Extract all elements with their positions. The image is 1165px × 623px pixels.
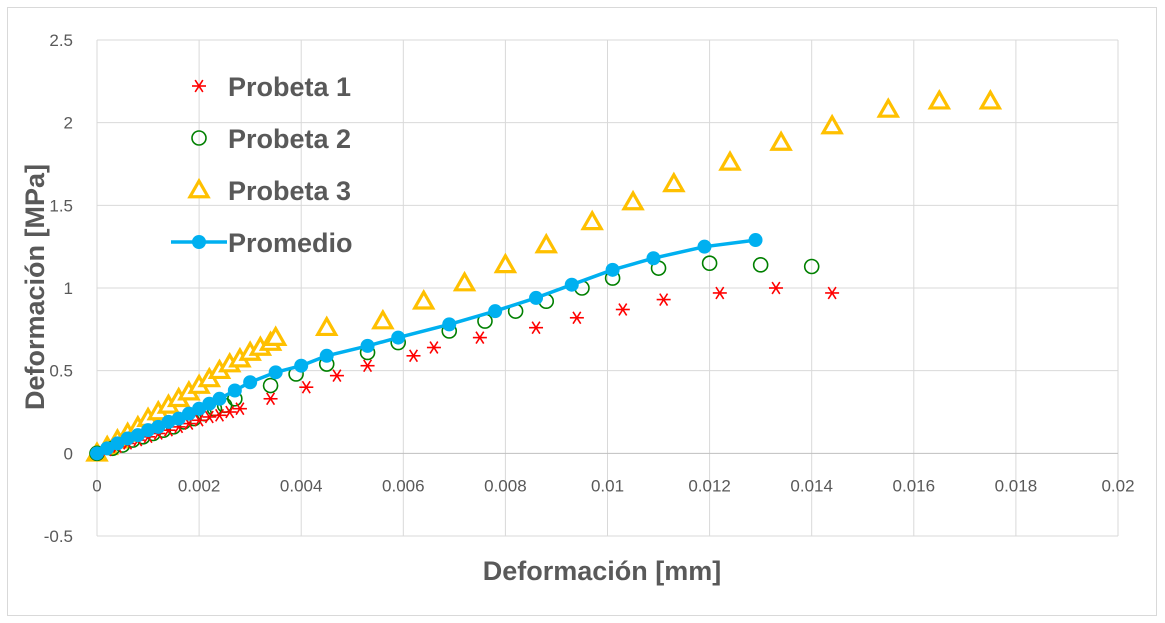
data-point xyxy=(580,209,604,231)
data-point xyxy=(472,331,487,344)
data-point xyxy=(768,281,783,295)
data-point xyxy=(243,375,258,390)
x-tick-labels: 0 0.002 0.004 0.006 0.008 0.01 0.012 0.014 0.016… xyxy=(92,476,1134,495)
data-point xyxy=(752,257,769,273)
data-point xyxy=(294,358,309,373)
legend-label: Promedio xyxy=(228,228,353,258)
x-tick-label: 0.014 xyxy=(790,476,833,495)
data-point xyxy=(646,251,661,266)
data-point xyxy=(406,349,421,363)
x-tick-label: 0.01 xyxy=(591,476,624,495)
chart-frame xyxy=(7,7,1157,616)
data-point xyxy=(697,239,712,254)
x-tick-label: 0.008 xyxy=(484,476,527,495)
data-point xyxy=(701,255,718,272)
data-point xyxy=(268,365,283,380)
legend-item-probeta-3: Probeta 3 xyxy=(187,176,351,206)
series-promedio xyxy=(90,233,763,461)
data-point xyxy=(227,383,242,398)
data-point xyxy=(232,402,247,416)
data-point xyxy=(192,413,207,427)
data-point xyxy=(876,97,901,118)
data-point xyxy=(605,262,620,277)
data-point xyxy=(360,338,375,353)
x-tick-label: 0.004 xyxy=(280,476,323,495)
data-point xyxy=(718,150,742,171)
y-tick-labels: -0.5 0 0.5 1 1.5 2 2.5 xyxy=(44,31,73,546)
y-tick-label: 0.5 xyxy=(49,362,73,381)
legend-label: Probeta 1 xyxy=(228,72,351,102)
data-point xyxy=(656,293,671,306)
data-point xyxy=(569,311,584,325)
data-point xyxy=(493,252,518,274)
data-point xyxy=(222,405,237,419)
data-point xyxy=(615,303,630,316)
legend-item-promedio: Promedio xyxy=(171,228,353,258)
data-point xyxy=(825,286,840,300)
data-point xyxy=(978,88,1003,110)
data-point xyxy=(202,410,217,424)
data-point xyxy=(564,277,579,292)
data-point xyxy=(360,359,375,373)
data-point xyxy=(748,233,763,248)
legend-label: Probeta 2 xyxy=(228,124,351,154)
data-point xyxy=(319,348,334,363)
data-point xyxy=(262,377,279,394)
x-tick-label: 0 xyxy=(92,476,101,495)
data-point xyxy=(263,392,278,406)
x-tick-label: 0.012 xyxy=(688,476,731,495)
data-point xyxy=(488,304,503,319)
x-axis-title: Deformación [mm] xyxy=(483,556,722,586)
data-point xyxy=(411,289,436,310)
data-point xyxy=(299,380,314,394)
legend-label: Probeta 3 xyxy=(228,176,351,206)
y-tick-label: 0 xyxy=(64,444,73,463)
y-tick-label: 2 xyxy=(64,114,73,133)
data-point xyxy=(927,88,952,110)
legend-item-probeta-1: Probeta 1 xyxy=(192,72,351,102)
legend-item-probeta-2: Probeta 2 xyxy=(191,124,351,154)
data-point xyxy=(314,315,339,337)
y-tick-label: 1.5 xyxy=(49,196,73,215)
data-point xyxy=(803,258,820,275)
y-tick-label: -0.5 xyxy=(44,527,73,546)
data-point xyxy=(621,189,645,211)
data-point xyxy=(426,341,441,354)
data-point xyxy=(263,325,288,346)
data-point xyxy=(442,317,457,332)
y-tick-label: 1 xyxy=(64,279,73,298)
data-point xyxy=(329,369,344,383)
x-tick-label: 0.016 xyxy=(893,476,936,495)
legend-marker xyxy=(191,130,207,146)
data-point xyxy=(529,290,544,305)
data-point xyxy=(662,171,686,193)
data-point xyxy=(391,330,406,345)
legend: Probeta 1 Probeta 2 Probeta 3 Promedio xyxy=(171,72,353,258)
grid-lines xyxy=(96,39,1119,537)
data-point xyxy=(452,270,477,292)
x-tick-label: 0.002 xyxy=(178,476,221,495)
x-tick-label: 0.018 xyxy=(995,476,1038,495)
y-tick-label: 2.5 xyxy=(49,31,73,50)
data-point xyxy=(529,321,544,335)
data-point xyxy=(820,113,844,135)
series-probeta-3 xyxy=(85,88,1003,462)
data-point xyxy=(212,408,227,422)
series-line xyxy=(96,238,756,455)
data-point xyxy=(712,286,727,300)
x-tick-label: 0.02 xyxy=(1101,476,1134,495)
legend-marker xyxy=(187,177,211,199)
data-point xyxy=(534,232,558,254)
data-series xyxy=(85,88,1003,462)
legend-marker xyxy=(192,235,206,249)
data-point xyxy=(212,391,227,406)
data-point xyxy=(371,308,395,330)
data-point xyxy=(769,130,793,151)
x-tick-label: 0.006 xyxy=(382,476,425,495)
legend-marker xyxy=(192,79,206,93)
y-axis-title: Deformación [MPa] xyxy=(20,164,50,410)
